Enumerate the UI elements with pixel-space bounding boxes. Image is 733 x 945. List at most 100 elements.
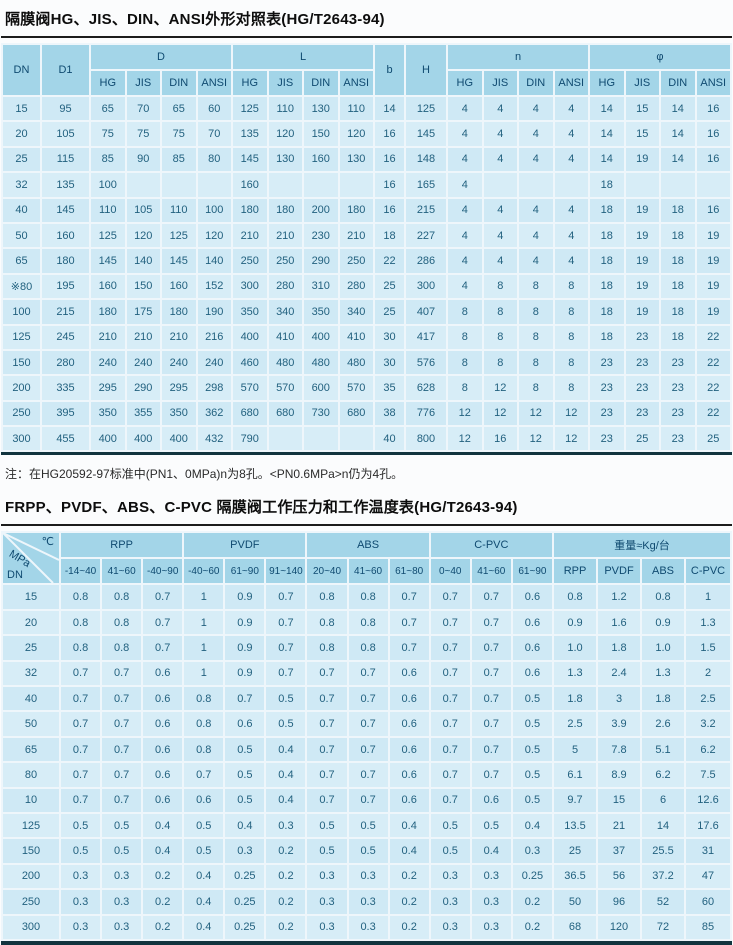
dimension-table-title: 隔膜阀HG、JIS、DIN、ANSI外形对照表(HG/T2643-94) bbox=[5, 11, 385, 28]
table-cell: 2.5 bbox=[554, 712, 596, 736]
table-cell: 1.3 bbox=[686, 610, 730, 635]
table-cell: 18 bbox=[590, 325, 624, 349]
table-cell: 2 bbox=[686, 661, 730, 686]
table-cell: 0.7 bbox=[102, 788, 142, 812]
table-cell: 19 bbox=[696, 274, 730, 299]
table-cell: 32 bbox=[3, 661, 59, 686]
subheader-jis: JIS bbox=[483, 71, 517, 95]
table-cell: 50 bbox=[3, 223, 40, 248]
table-cell: 1.6 bbox=[598, 610, 640, 635]
table-cell: 23 bbox=[625, 350, 659, 375]
table-cell: 8 bbox=[483, 325, 517, 349]
table-cell: 0.4 bbox=[143, 839, 183, 863]
subheader-jis: JIS bbox=[126, 71, 160, 95]
table-cell: 120 bbox=[197, 223, 231, 248]
table-cell: 105 bbox=[126, 198, 160, 222]
temp-range: 91~140 bbox=[266, 559, 306, 584]
table-cell: 18 bbox=[661, 223, 695, 248]
table-row: 150 280 240 240 240 240 460 480 480 480 30 576 8 8 8 8 2… bbox=[3, 350, 730, 375]
table-cell: 240 bbox=[197, 350, 231, 375]
group-header-cpvc: C-PVC bbox=[430, 533, 552, 558]
table-cell: 0.9 bbox=[642, 610, 684, 635]
table-cell: 0.8 bbox=[61, 636, 101, 660]
subheader-hg: HG bbox=[590, 71, 624, 95]
table-cell: 175 bbox=[126, 300, 160, 324]
table-cell: 120 bbox=[598, 915, 640, 939]
table-cell: 0.8 bbox=[642, 585, 684, 609]
table-row: 15 95 65 70 65 60 125 110 130 110 14 125 4 4 4 4 14 15 14 1… bbox=[3, 97, 730, 121]
table-cell: 0.4 bbox=[225, 813, 265, 838]
subheader-ansi: ANSI bbox=[339, 71, 373, 95]
table-cell: 0.7 bbox=[61, 712, 101, 736]
temp-range: 41~60 bbox=[348, 559, 388, 584]
table-cell: 150 bbox=[126, 274, 160, 299]
table-cell: 14 bbox=[375, 97, 404, 121]
table-cell: 280 bbox=[339, 274, 373, 299]
table-cell: 480 bbox=[304, 350, 338, 375]
table-cell: 0.7 bbox=[348, 788, 388, 812]
table-row: 10 0.7 0.7 0.6 0.6 0.5 0.4 0.7 0.7 0.6 0.7 0.6 0.5 9.… bbox=[3, 788, 730, 812]
table-cell: 23 bbox=[590, 350, 624, 375]
table-cell: 0.7 bbox=[184, 763, 224, 787]
table-cell: 1.3 bbox=[642, 661, 684, 686]
table-cell: 730 bbox=[304, 401, 338, 426]
table-cell: 790 bbox=[233, 427, 267, 451]
table-cell: 25 bbox=[3, 636, 59, 660]
column-header-b: b bbox=[375, 45, 404, 95]
table-cell: 0.7 bbox=[471, 687, 511, 711]
table-cell: 50 bbox=[554, 890, 596, 914]
table-cell: 230 bbox=[304, 223, 338, 248]
table-cell: 1.8 bbox=[554, 687, 596, 711]
group-header-pvdf: PVDF bbox=[184, 533, 306, 558]
subheader-din: DIN bbox=[162, 71, 196, 95]
table-cell: 4 bbox=[519, 147, 553, 172]
table-cell: 8 bbox=[554, 350, 588, 375]
table-cell: 0.3 bbox=[307, 864, 347, 889]
table-cell: 0.7 bbox=[471, 737, 511, 762]
table-cell: 0.5 bbox=[430, 839, 470, 863]
table-cell: 0.6 bbox=[389, 712, 429, 736]
table-cell: 0.4 bbox=[184, 890, 224, 914]
table-cell: 180 bbox=[268, 198, 302, 222]
table-cell: 0.5 bbox=[184, 839, 224, 863]
table-cell: 120 bbox=[339, 122, 373, 146]
table-cell: 0.2 bbox=[143, 915, 183, 939]
table-cell: 200 bbox=[3, 864, 59, 889]
table-cell: 0.5 bbox=[307, 813, 347, 838]
table-cell: 0.7 bbox=[102, 687, 142, 711]
table-cell: 455 bbox=[42, 427, 89, 451]
table-cell: 0.3 bbox=[102, 915, 142, 939]
table-row: 20 105 75 75 75 70 135 120 150 120 16 145 4 4 4 4 14 15 14… bbox=[3, 122, 730, 146]
table-cell: 570 bbox=[268, 376, 302, 400]
empty-cell bbox=[696, 173, 730, 197]
table-cell: 460 bbox=[233, 350, 267, 375]
table-cell: 1.8 bbox=[598, 636, 640, 660]
table-row: 125 245 210 210 210 216 400 410 400 410 30 417 8 8 8 8 1… bbox=[3, 325, 730, 349]
group-header-l: L bbox=[233, 45, 373, 69]
table-cell: 0.2 bbox=[512, 890, 552, 914]
table-cell: 0.7 bbox=[348, 763, 388, 787]
table-cell: 3.9 bbox=[598, 712, 640, 736]
table-cell: 300 bbox=[3, 427, 40, 451]
table-cell: 680 bbox=[233, 401, 267, 426]
table-cell: 4 bbox=[448, 147, 482, 172]
empty-cell bbox=[339, 173, 373, 197]
table-cell: 19 bbox=[696, 223, 730, 248]
table-cell: 8 bbox=[554, 376, 588, 400]
table-cell: 135 bbox=[42, 173, 89, 197]
table-cell: 0.7 bbox=[143, 636, 183, 660]
table-cell: 19 bbox=[625, 223, 659, 248]
table-cell: 16 bbox=[696, 147, 730, 172]
table-cell: 125 bbox=[91, 223, 125, 248]
table-cell: 32 bbox=[3, 173, 40, 197]
table-cell: 10 bbox=[3, 788, 59, 812]
table-cell: 150 bbox=[304, 122, 338, 146]
table-cell: 0.5 bbox=[225, 763, 265, 787]
table-cell: 0.25 bbox=[225, 864, 265, 889]
table-cell: 227 bbox=[406, 223, 446, 248]
table-cell: 0.4 bbox=[266, 788, 306, 812]
subheader-hg: HG bbox=[448, 71, 482, 95]
group-header-n: n bbox=[448, 45, 588, 69]
table-cell: 50 bbox=[3, 712, 59, 736]
table-cell: 145 bbox=[233, 147, 267, 172]
